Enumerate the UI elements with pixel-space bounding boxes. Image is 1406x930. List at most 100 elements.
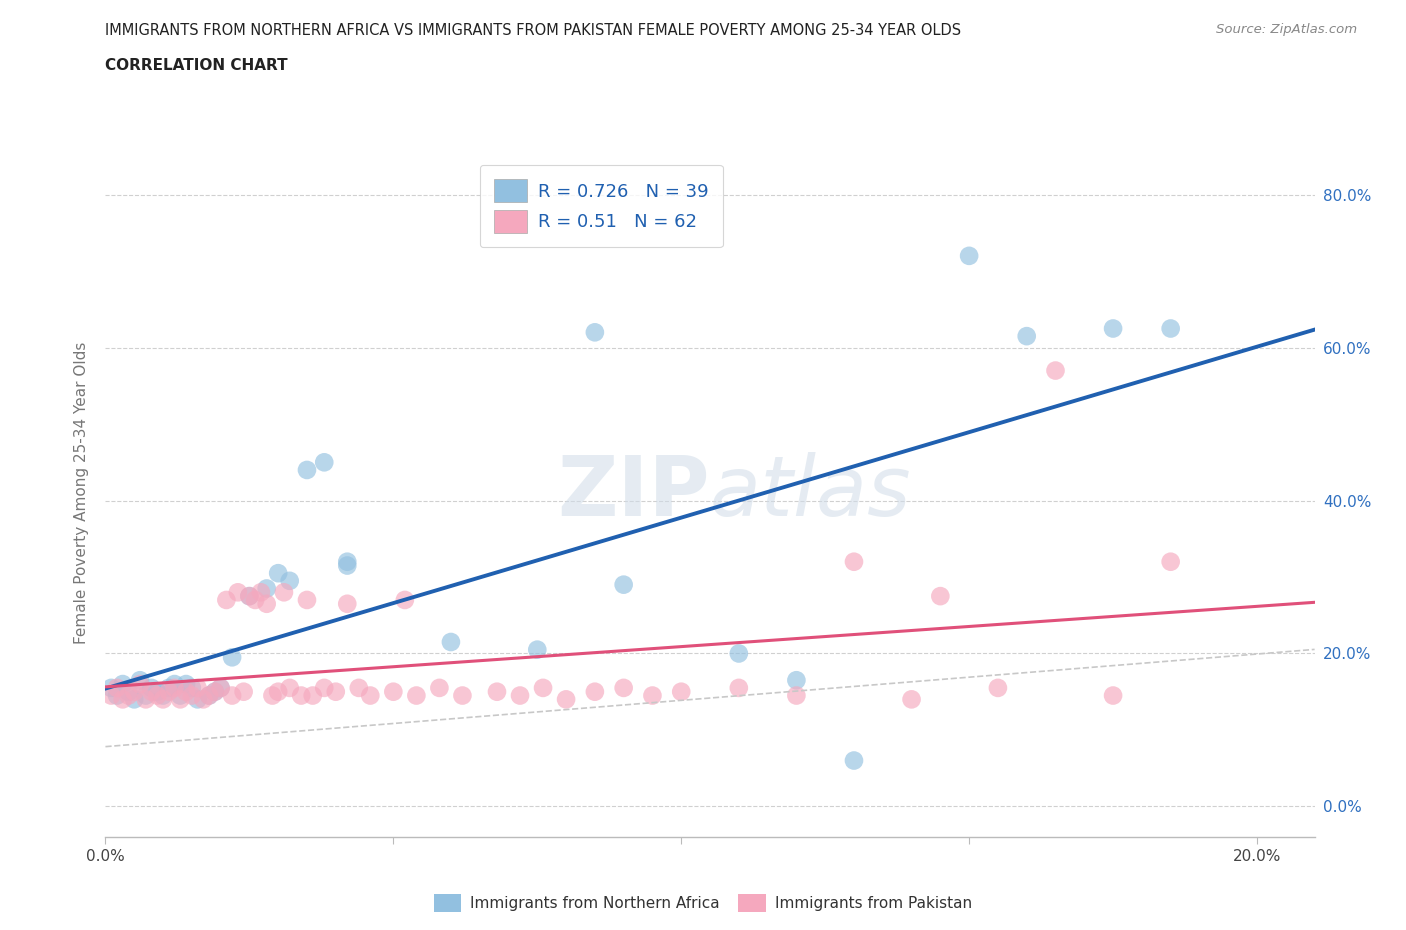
Point	[105, 681, 128, 696]
Point	[325, 684, 347, 699]
Point	[727, 681, 749, 696]
Point	[382, 684, 405, 699]
Point	[485, 684, 508, 699]
Point	[187, 692, 209, 707]
Point	[122, 692, 145, 707]
Point	[226, 585, 249, 600]
Point	[174, 684, 197, 699]
Point	[957, 248, 980, 263]
Point	[243, 592, 266, 607]
Point	[347, 681, 370, 696]
Point	[842, 554, 865, 569]
Point	[146, 688, 169, 703]
Point	[583, 684, 606, 699]
Point	[232, 684, 254, 699]
Point	[278, 681, 301, 696]
Point	[1160, 321, 1182, 336]
Point	[163, 681, 186, 696]
Point	[129, 672, 152, 687]
Point	[169, 688, 191, 703]
Point	[336, 558, 359, 573]
Point	[267, 565, 290, 580]
Point	[671, 684, 693, 699]
Point	[174, 677, 197, 692]
Point	[198, 688, 221, 703]
Point	[509, 688, 531, 703]
Point	[122, 684, 145, 699]
Point	[1015, 328, 1038, 343]
Point	[929, 589, 952, 604]
Point	[180, 681, 202, 696]
Point	[105, 688, 128, 703]
Point	[146, 684, 169, 699]
Point	[141, 684, 163, 699]
Point	[204, 684, 226, 699]
Point	[785, 688, 807, 703]
Point	[157, 684, 180, 699]
Legend: R = 0.726   N = 39, R = 0.51   N = 62: R = 0.726 N = 39, R = 0.51 N = 62	[479, 165, 723, 247]
Point	[152, 688, 174, 703]
Point	[613, 578, 636, 592]
Point	[314, 681, 336, 696]
Point	[451, 688, 474, 703]
Point	[100, 681, 122, 696]
Point	[429, 681, 451, 696]
Point	[193, 692, 215, 707]
Point	[842, 753, 865, 768]
Point	[169, 692, 191, 707]
Point	[900, 692, 922, 707]
Point	[1102, 321, 1125, 336]
Point	[555, 692, 578, 707]
Point	[256, 596, 278, 611]
Point	[1160, 554, 1182, 569]
Point	[250, 585, 273, 600]
Point	[163, 677, 186, 692]
Point	[290, 688, 312, 703]
Point	[641, 688, 664, 703]
Point	[273, 585, 295, 600]
Point	[180, 688, 202, 703]
Point	[336, 596, 359, 611]
Point	[1045, 363, 1067, 378]
Point	[583, 325, 606, 339]
Point	[278, 574, 301, 589]
Point	[135, 688, 157, 703]
Point	[613, 681, 636, 696]
Point	[111, 692, 134, 707]
Point	[100, 688, 122, 703]
Point	[209, 681, 232, 696]
Y-axis label: Female Poverty Among 25-34 Year Olds: Female Poverty Among 25-34 Year Olds	[75, 341, 90, 644]
Point	[198, 688, 221, 703]
Point	[440, 634, 463, 649]
Point	[359, 688, 381, 703]
Point	[526, 643, 548, 658]
Point	[262, 688, 284, 703]
Point	[117, 688, 139, 703]
Point	[987, 681, 1010, 696]
Point	[141, 681, 163, 696]
Point	[129, 677, 152, 692]
Point	[314, 455, 336, 470]
Point	[336, 554, 359, 569]
Point	[215, 592, 238, 607]
Point	[209, 681, 232, 696]
Point	[117, 684, 139, 699]
Point	[295, 462, 318, 477]
Legend: Immigrants from Northern Africa, Immigrants from Pakistan: Immigrants from Northern Africa, Immigra…	[427, 888, 979, 918]
Text: CORRELATION CHART: CORRELATION CHART	[105, 58, 288, 73]
Text: ZIP: ZIP	[558, 452, 710, 534]
Text: IMMIGRANTS FROM NORTHERN AFRICA VS IMMIGRANTS FROM PAKISTAN FEMALE POVERTY AMONG: IMMIGRANTS FROM NORTHERN AFRICA VS IMMIG…	[105, 23, 962, 38]
Point	[267, 684, 290, 699]
Point	[295, 592, 318, 607]
Point	[187, 681, 209, 696]
Point	[531, 681, 554, 696]
Point	[1102, 688, 1125, 703]
Text: atlas: atlas	[710, 452, 911, 534]
Point	[111, 677, 134, 692]
Point	[221, 688, 243, 703]
Point	[238, 589, 260, 604]
Point	[727, 646, 749, 661]
Point	[238, 589, 260, 604]
Point	[135, 692, 157, 707]
Point	[301, 688, 323, 703]
